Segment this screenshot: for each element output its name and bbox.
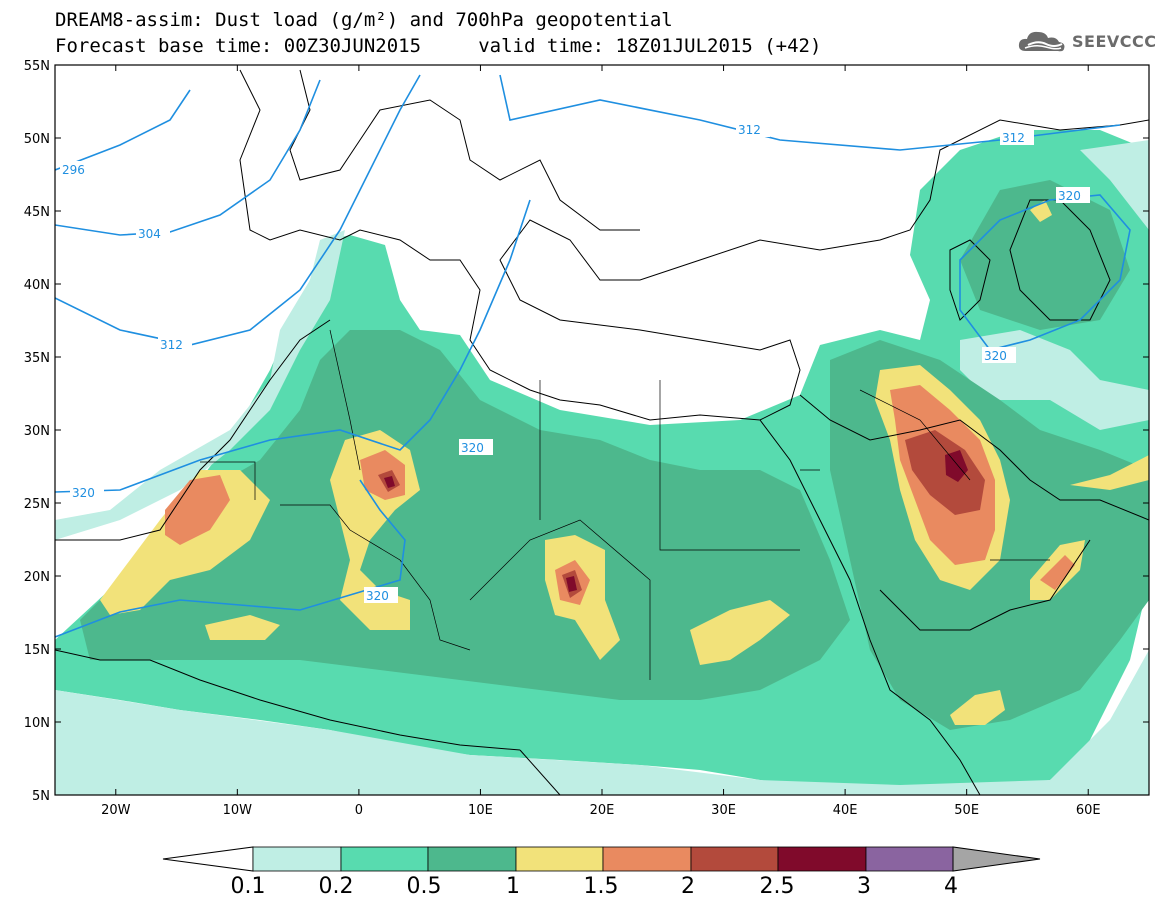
contour-label-box xyxy=(459,439,493,455)
dust-band-2.5-chad xyxy=(566,576,577,592)
dust-band-1-iran xyxy=(1070,455,1149,490)
colorbar-label: 0.5 xyxy=(407,874,442,899)
contour-label-320-aral: 320 xyxy=(1058,189,1081,203)
colorbar-segment xyxy=(777,846,867,872)
longitude-tick-label: 50E xyxy=(954,803,979,818)
contour-label-box xyxy=(736,121,770,137)
geopotential-contours xyxy=(55,74,1131,638)
colorbar-segment xyxy=(865,846,954,872)
longitude-axis: 20W 10W 0 10E 20E 30E 40E 50E 60E xyxy=(101,65,1101,818)
longitude-tick-label: 60E xyxy=(1076,803,1101,818)
dust-band-1.5-oman xyxy=(1040,555,1075,590)
borders xyxy=(200,329,1050,680)
latitude-tick-label: 10N xyxy=(24,716,50,731)
coastlines xyxy=(55,69,1149,795)
contour-label-box xyxy=(158,336,192,352)
contour-label-312-east: 312 xyxy=(1002,131,1025,145)
dust-band-0.1-east xyxy=(1080,140,1149,230)
dust-band-2.5-algeria xyxy=(384,476,395,488)
colorbar-label: 2 xyxy=(681,874,695,899)
contour-label-304: 304 xyxy=(138,227,161,241)
colorbar-label: 4 xyxy=(944,874,958,899)
contour-label-boxes xyxy=(60,121,1090,603)
latitude-tick-label: 15N xyxy=(24,643,50,658)
colorbar-right-arrow xyxy=(952,846,1041,872)
latitude-tick-label: 25N xyxy=(24,497,50,512)
latitude-tick-label: 20N xyxy=(24,570,50,585)
contour-labels: 296 304 312 312 312 320 320 320 320 320 xyxy=(62,123,1081,603)
dust-band-2-arabia xyxy=(905,430,985,515)
contour-label-312-north: 312 xyxy=(738,123,761,137)
longitude-tick-label: 20E xyxy=(590,803,615,818)
colorbar-segment xyxy=(602,846,692,872)
longitude-tick-label: 20W xyxy=(101,803,131,818)
contour-label-box xyxy=(1000,129,1034,145)
dust-band-0.1-south xyxy=(55,650,1149,795)
longitude-tick-label: 10E xyxy=(468,803,493,818)
contour-label-320-caspian: 320 xyxy=(984,349,1007,363)
latitude-tick-label: 30N xyxy=(24,424,50,439)
seevccc-logo: SEEVCCC xyxy=(1016,26,1157,56)
colorbar-label: 2.5 xyxy=(760,874,795,899)
dust-band-1-somalia xyxy=(950,690,1005,725)
logo-text: SEEVCCC xyxy=(1072,31,1157,51)
contour-label-box xyxy=(982,347,1016,363)
latitude-tick-label: 45N xyxy=(24,205,50,220)
latitude-tick-label: 50N xyxy=(24,132,50,147)
colorbar-left-arrow xyxy=(162,846,254,872)
dust-band-1.5-mauritania xyxy=(165,475,230,545)
longitude-tick-label: 10W xyxy=(223,803,253,818)
colorbar-segment xyxy=(515,846,604,872)
colorbar-label: 0.2 xyxy=(319,874,354,899)
dust-band-1-kazakh xyxy=(1030,200,1052,222)
longitude-tick-label: 40E xyxy=(833,803,858,818)
map-subtitle: Forecast base time: 00Z30JUN2015 valid t… xyxy=(55,35,822,57)
contour-label-box xyxy=(364,587,398,603)
dust-band-0.5-caspian xyxy=(960,180,1130,330)
contour-label-320-south: 320 xyxy=(366,589,389,603)
colorbar-segment xyxy=(252,846,342,872)
contour-label-312-west: 312 xyxy=(160,338,183,352)
colorbar: 0.1 0.2 0.5 1 1.5 2 2.5 3 4 xyxy=(162,846,1041,899)
contour-label-296: 296 xyxy=(62,163,85,177)
dust-band-0.1-west xyxy=(55,230,345,540)
longitude-tick-label: 30E xyxy=(711,803,736,818)
colorbar-segment xyxy=(340,846,429,872)
contour-label-box xyxy=(1056,187,1090,203)
latitude-tick-label: 35N xyxy=(24,351,50,366)
longitude-tick-label: 0 xyxy=(355,803,363,818)
colorbar-label: 0.1 xyxy=(231,874,266,899)
dust-field: 296 304 312 312 312 320 320 320 320 320 xyxy=(55,69,1149,795)
colorbar-label: 1 xyxy=(506,874,520,899)
latitude-axis: 5N 10N 15N 20N 25N 30N 35N 40N 45N 50N 55N xyxy=(24,59,1149,804)
dust-band-1-mali xyxy=(205,615,280,640)
contour-label-320-centre: 320 xyxy=(461,441,484,455)
contour-label-box xyxy=(60,161,94,177)
colorbar-segment xyxy=(427,846,517,872)
contour-label-320-west: 320 xyxy=(72,486,95,500)
contour-label-box xyxy=(136,225,170,241)
map-title: DREAM8-assim: Dust load (g/m²) and 700hP… xyxy=(55,9,673,31)
colorbar-label: 3 xyxy=(857,874,871,899)
latitude-tick-label: 40N xyxy=(24,278,50,293)
colorbar-label: 1.5 xyxy=(584,874,619,899)
latitude-tick-label: 5N xyxy=(32,789,50,804)
colorbar-segment xyxy=(690,846,779,872)
latitude-tick-label: 55N xyxy=(24,59,50,74)
dust-band-2.5-arabia xyxy=(945,450,968,482)
cloud-icon xyxy=(1018,31,1065,52)
contour-label-box xyxy=(70,484,104,500)
dust-band-1-sudan xyxy=(690,600,790,665)
